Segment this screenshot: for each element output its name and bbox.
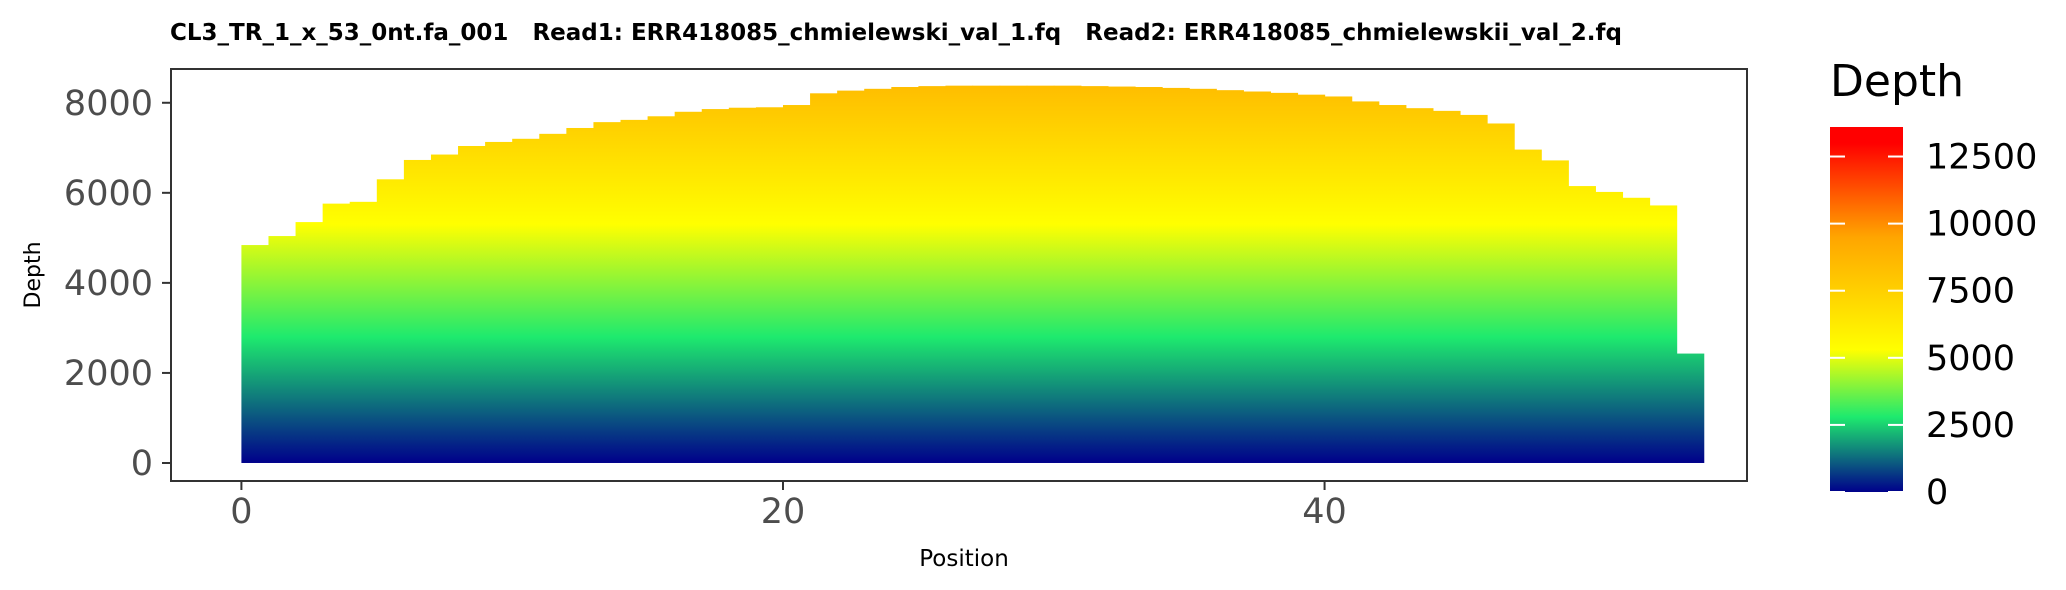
depth-bar [1297,94,1326,463]
legend-tick-label: 5000 [1926,339,2015,379]
legend-ticks: 0 2500 5000 7500 10000 12500 [1830,138,2037,513]
depth-bar [755,107,784,463]
depth-bar [403,159,432,463]
legend-tick-label: 0 [1926,473,1948,513]
depth-bar [430,154,459,463]
depth-bar [566,127,595,463]
depth-bar [268,236,297,463]
depth-bar [1459,114,1488,463]
y-axis-title: Depth [21,241,46,308]
depth-bar [837,90,865,463]
depth-bar [485,141,513,463]
x-tick-label: 40 [1302,492,1347,532]
depth-bar [1216,90,1244,463]
legend-tick-label: 2500 [1926,406,2015,446]
depth-bar [1595,191,1624,463]
depth-bar [1080,86,1109,463]
legend-title: Depth [1830,56,1964,107]
depth-bar [701,109,730,463]
depth-bar [810,93,838,463]
y-tick-label: 6000 [64,174,153,214]
depth-bar [1432,110,1461,463]
depth-bar [1107,86,1136,463]
legend-tick-label: 12500 [1926,138,2037,178]
depth-bar [918,86,947,463]
depth-bar [1135,87,1163,463]
chart-title: CL3_TR_1_x_53_0nt.fa_001 Read1: ERR41808… [170,20,1622,46]
x-tick-label: 20 [761,492,806,532]
depth-bar [891,87,919,463]
x-tick-label: 0 [230,492,252,532]
depth-bar [376,179,405,463]
y-tick-label: 2000 [64,354,153,394]
y-axis: 0 2000 4000 6000 8000 [64,84,171,484]
depth-bar [322,203,351,463]
depth-bar [458,145,486,463]
depth-bar [1378,105,1407,463]
depth-bar [1541,160,1569,463]
depth-bar [1568,186,1596,463]
depth-bar [1676,353,1705,463]
depth-bar [349,201,378,463]
y-tick-label: 8000 [64,84,153,124]
depth-bar [1053,85,1082,463]
depth-bar [1649,205,1678,463]
depth-bar [1622,197,1651,463]
depth-bar [1270,92,1299,463]
depth-bar [1026,85,1055,463]
depth-bar [593,122,622,463]
legend-tick-label: 10000 [1926,205,2037,245]
depth-bar [620,119,649,463]
depth-bar [1405,108,1434,463]
depth-bar [1189,88,1217,463]
depth-bar [782,105,811,463]
depth-bar [647,116,676,463]
depth-bar [539,133,567,463]
depth-bar [1487,123,1515,463]
plot-border [170,68,1748,482]
y-tick-label: 0 [131,444,153,484]
depth-bar [999,85,1028,463]
depth-bar [1324,96,1353,463]
depth-bar [728,107,757,463]
x-axis: 0 20 40 [230,481,1347,532]
depth-bar [1351,101,1380,463]
depth-bar [864,88,892,463]
depth-area [241,85,1705,463]
depth-bar [945,85,974,463]
x-axis-title: Position [919,546,1009,572]
legend-colorbar [1830,127,1903,492]
depth-bar [674,111,703,463]
depth-bar [241,245,270,463]
y-tick-label: 4000 [64,264,153,304]
depth-bar [1243,91,1272,463]
depth-bar [972,85,1001,463]
depth-bar [295,222,324,463]
depth-bar [1514,149,1542,463]
depth-bar [1162,87,1190,463]
depth-bar [512,138,540,463]
legend-tick-label: 7500 [1926,272,2015,312]
